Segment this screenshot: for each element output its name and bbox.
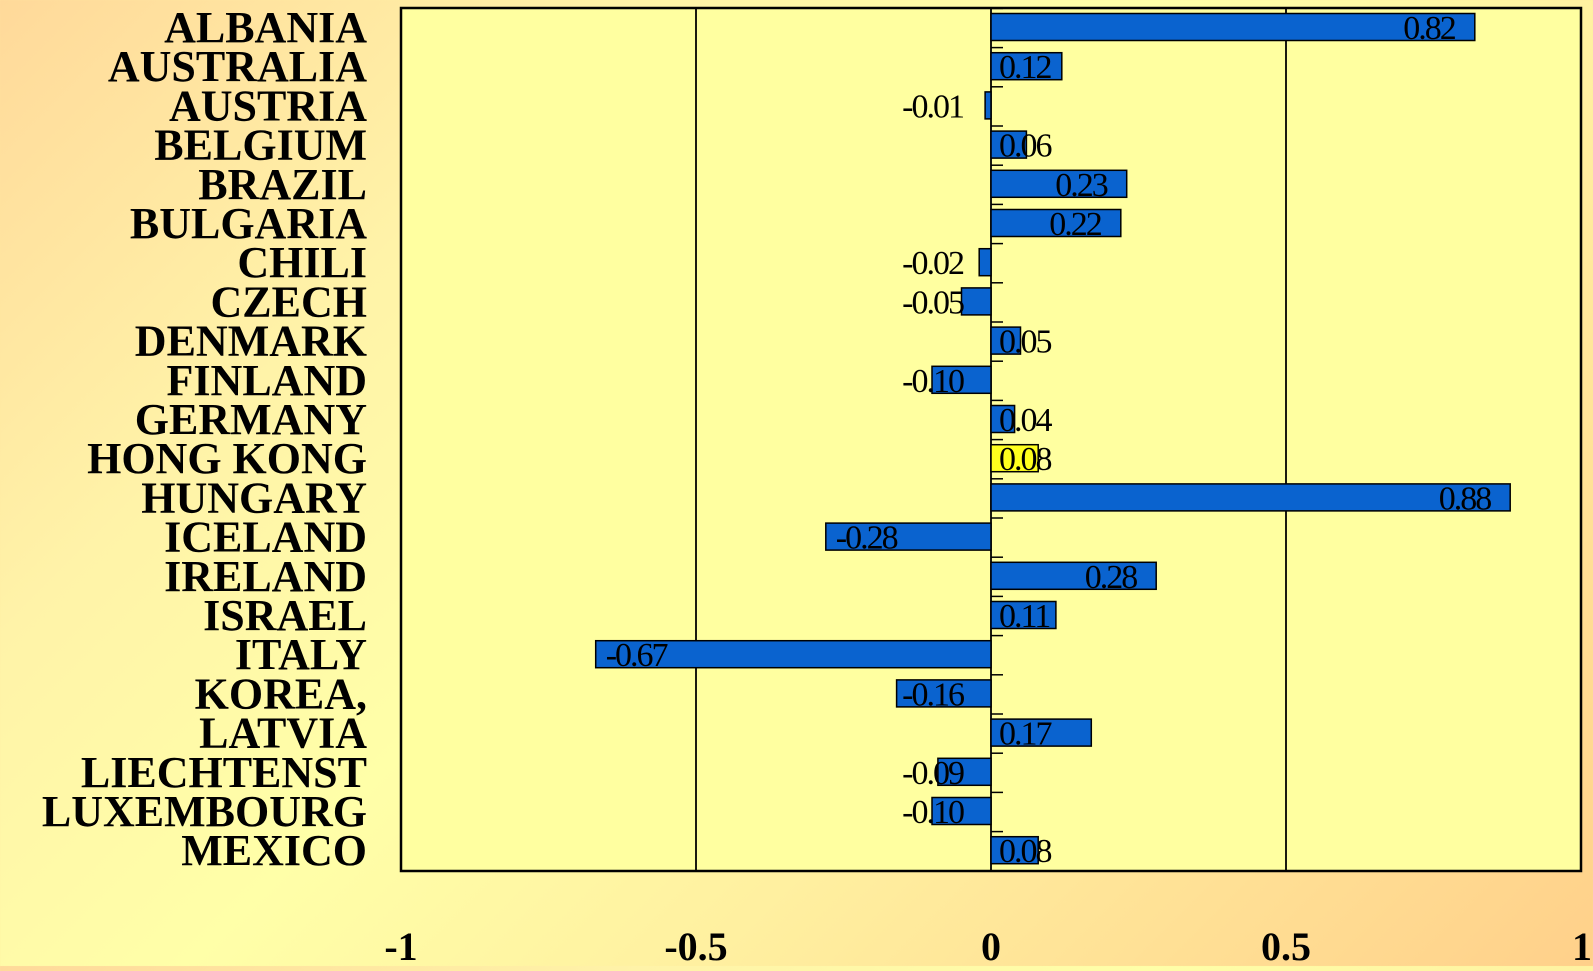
category-label: BELGIUM	[154, 121, 367, 170]
bar-chili	[978, 247, 992, 277]
category-label: MEXICO	[181, 826, 367, 875]
bar-germany	[990, 404, 1016, 434]
category-label: BULGARIA	[130, 199, 367, 248]
data-label: 0.12	[999, 49, 1052, 86]
category-label: ISRAEL	[203, 591, 367, 640]
data-label: -0.10	[902, 794, 964, 831]
data-label: 0.22	[1049, 206, 1102, 243]
category-label: ITALY	[235, 630, 367, 679]
data-label: 0.23	[1055, 167, 1108, 204]
category-label: LIECHTENST	[81, 748, 367, 797]
data-label: -0.67	[606, 637, 669, 674]
data-label: 0.06	[999, 128, 1052, 165]
bar-czech	[960, 287, 992, 316]
data-label: 0.08	[999, 833, 1052, 870]
category-label: LATVIA	[199, 709, 367, 758]
category-label: HONG KONG	[87, 434, 367, 483]
bar-australia	[990, 51, 1063, 81]
bar-layer	[594, 12, 1511, 865]
data-label: -0.05	[902, 284, 964, 321]
category-label: CZECH	[211, 277, 367, 326]
data-label: 0.11	[999, 598, 1049, 635]
category-label: ICELAND	[164, 513, 367, 562]
bar-mexico	[990, 835, 1039, 865]
bar-albania	[990, 12, 1476, 42]
category-label: LUXEMBOURG	[42, 787, 367, 836]
bar-belgium	[990, 130, 1028, 159]
data-label: 0.82	[1403, 10, 1456, 47]
data-label-layer: 0.820.12-0.010.060.230.22-0.02-0.050.05-…	[606, 10, 1493, 870]
data-label: -0.28	[836, 520, 898, 557]
bar-liechtenst	[937, 757, 992, 787]
data-label: -0.09	[902, 755, 964, 792]
bar-ireland	[990, 561, 1157, 591]
category-label: AUSTRALIA	[108, 42, 367, 91]
bar-israel	[990, 600, 1057, 630]
bar-bulgaria	[990, 208, 1122, 238]
data-label: 0.05	[999, 324, 1052, 361]
x-tick-label: -0.5	[664, 924, 727, 966]
x-tick-label: 0	[981, 924, 1001, 966]
x-tick-label: 1	[1572, 924, 1592, 966]
bar-latvia	[990, 718, 1093, 747]
tick-label-layer: -1 -0.5 0 0.5 1	[384, 924, 1592, 969]
data-label: 0.04	[999, 402, 1053, 439]
data-label: 0.88	[1439, 480, 1492, 517]
category-label: ALBANIA	[164, 3, 367, 52]
category-label: BRAZIL	[198, 160, 367, 209]
data-label: -0.02	[902, 245, 964, 282]
bar-austria	[984, 91, 992, 120]
bar-luxembourg	[931, 796, 992, 826]
data-label: -0.10	[902, 363, 964, 400]
category-label: CHILI	[237, 238, 367, 287]
bar-hungary	[990, 483, 1511, 512]
data-label: 0.28	[1085, 559, 1138, 596]
bar-finland	[931, 365, 992, 395]
category-label: AUSTRIA	[169, 81, 367, 130]
category-label: DENMARK	[135, 317, 367, 366]
data-label: 0.17	[999, 716, 1053, 753]
category-label: GERMANY	[135, 395, 367, 444]
x-tick-label: 0.5	[1261, 924, 1311, 966]
bar-italy	[594, 639, 992, 669]
bar-korea	[895, 679, 992, 708]
category-label: HUNGARY	[141, 473, 367, 522]
x-tick-label: -1	[384, 924, 417, 966]
bar-denmark	[990, 326, 1022, 355]
bar-iceland	[825, 522, 992, 551]
data-label: -0.01	[902, 88, 963, 125]
category-label: IRELAND	[164, 552, 367, 601]
data-label: -0.16	[902, 676, 964, 713]
bar-brazil	[990, 169, 1128, 199]
category-label-layer: ALBANIAAUSTRALIAAUSTRIABELGIUMBRAZILBULG…	[42, 3, 367, 875]
category-label: KOREA,	[195, 669, 367, 718]
data-label: 0.08	[999, 441, 1052, 478]
category-label: FINLAND	[167, 356, 367, 405]
bar-hong-kong	[990, 443, 1039, 473]
